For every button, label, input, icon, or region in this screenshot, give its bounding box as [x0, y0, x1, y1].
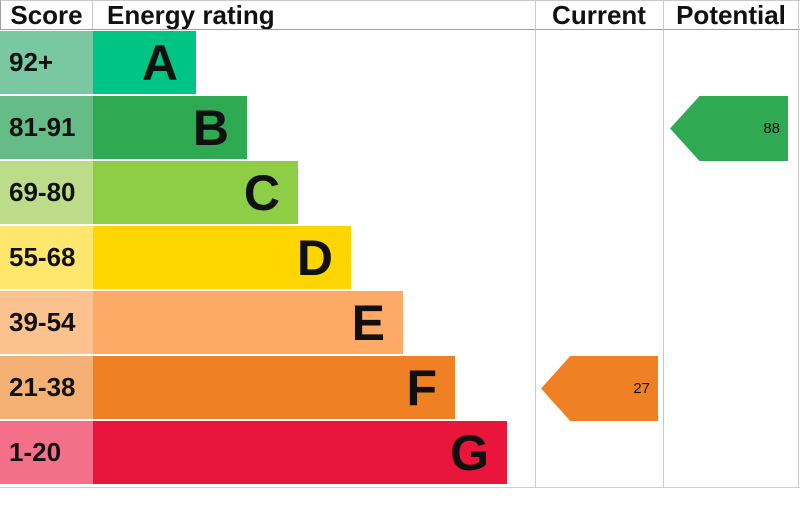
chart-bottom-border — [0, 487, 800, 488]
chart-header-row: Score Energy rating Current Potential — [0, 0, 800, 30]
potential-arrow: 88 — [670, 96, 788, 161]
score-cell: 39-54 — [0, 291, 93, 354]
score-cell: 21-38 — [0, 356, 93, 419]
band-letter: F — [406, 359, 437, 416]
energy-rating-header: Energy rating — [107, 1, 275, 29]
band-letter: B — [192, 99, 229, 156]
band-bar: C — [93, 161, 298, 224]
current-header: Current — [552, 1, 646, 29]
band-letter: C — [243, 164, 280, 221]
band-bar: B — [93, 96, 247, 159]
current-potential-divider — [663, 0, 664, 488]
band-row-e: 39-54 E — [0, 291, 507, 354]
score-cell: 1-20 — [0, 421, 93, 484]
current-column-left-border — [535, 0, 536, 488]
band-row-f: 21-38 F — [0, 356, 507, 419]
band-row-b: 81-91 B — [0, 96, 507, 159]
potential-value: 88 — [763, 120, 780, 137]
potential-column-right-border — [798, 0, 799, 488]
band-rows: 92+ A 81-91 B 69-80 C 55-68 D 39-54 E 21… — [0, 31, 507, 486]
current-value: 27 — [633, 380, 650, 397]
band-letter: A — [141, 34, 178, 91]
score-header: Score — [1, 1, 93, 29]
current-arrow: 27 — [541, 356, 658, 421]
band-row-a: 92+ A — [0, 31, 507, 94]
score-cell: 81-91 — [0, 96, 93, 159]
band-row-c: 69-80 C — [0, 161, 507, 224]
band-row-g: 1-20 G — [0, 421, 507, 484]
band-letter: D — [296, 229, 333, 286]
score-cell: 69-80 — [0, 161, 93, 224]
band-bar: D — [93, 226, 351, 289]
band-row-d: 55-68 D — [0, 226, 507, 289]
potential-header: Potential — [676, 1, 786, 29]
band-bar: A — [93, 31, 196, 94]
band-bar: E — [93, 291, 403, 354]
band-bar: F — [93, 356, 455, 419]
band-letter: E — [351, 294, 385, 351]
score-cell: 55-68 — [0, 226, 93, 289]
band-letter: G — [450, 424, 489, 481]
band-bar: G — [93, 421, 507, 484]
score-cell: 92+ — [0, 31, 93, 94]
